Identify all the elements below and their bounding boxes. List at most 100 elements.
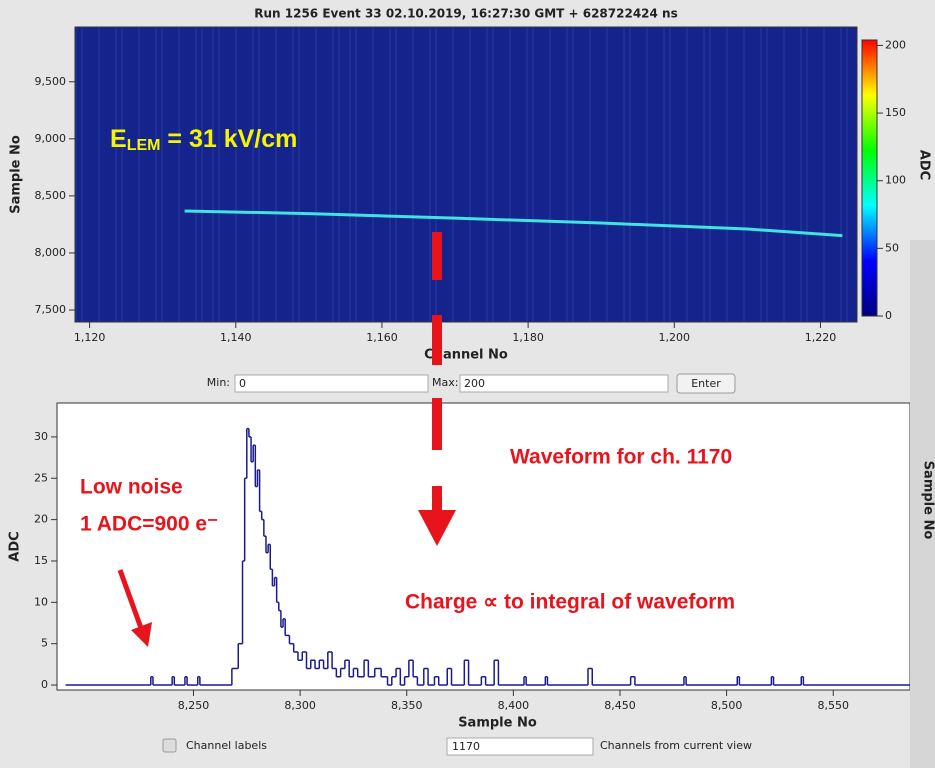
noise-stripe — [686, 27, 688, 322]
noise-stripe — [629, 27, 631, 322]
colorbar-tick-label: 0 — [885, 309, 892, 322]
x-tick-label: 1,200 — [659, 331, 691, 344]
checkbox-label[interactable]: Channel labels — [186, 739, 267, 752]
x-tick-label: 1,160 — [366, 331, 398, 344]
noise-stripe — [783, 27, 785, 322]
y-tick-label: 5 — [41, 637, 48, 650]
x-tick-label: 8,250 — [178, 699, 210, 712]
noise-stripe — [252, 27, 254, 322]
y-tick-label: 0 — [41, 678, 48, 691]
noise-stripe — [218, 27, 220, 322]
noise-stripe — [81, 27, 83, 322]
x-tick-label: 8,300 — [284, 699, 316, 712]
channel-value[interactable]: 1170 — [452, 740, 480, 753]
noise-stripe — [212, 27, 214, 322]
channels-button[interactable]: Channels from current view — [600, 739, 752, 752]
x-tick-label: 1,180 — [512, 331, 544, 344]
noise-stripe — [201, 27, 203, 322]
noise-stripe — [412, 27, 414, 322]
noise-stripe — [235, 27, 237, 322]
noise-stripe — [115, 27, 117, 322]
enter-label[interactable]: Enter — [691, 377, 721, 390]
noise-stripe — [646, 27, 648, 322]
x-tick-label: 1,140 — [220, 331, 252, 344]
noise-stripe — [355, 27, 357, 322]
noise-stripe — [121, 27, 123, 322]
colorbar-tick-label: 100 — [885, 174, 906, 187]
noise-stripe — [726, 27, 728, 322]
y-tick-label: 25 — [34, 471, 48, 484]
field-symbol: E — [110, 125, 127, 153]
noise-stripe — [766, 27, 768, 322]
noise-stripe — [292, 27, 294, 322]
noise-stripe — [823, 27, 825, 322]
x-axis-label: Sample No — [458, 716, 537, 731]
noise-stripe — [566, 27, 568, 322]
field-subscript: LEM — [127, 137, 161, 154]
noise-annotation: 1 ADC=900 e⁻ — [80, 513, 218, 536]
waveform-annotation: Waveform for ch. 1170 — [510, 446, 732, 469]
noise-stripe — [663, 27, 665, 322]
y-tick-label: 10 — [34, 595, 48, 608]
x-tick-label: 8,350 — [391, 699, 423, 712]
noise-stripe — [669, 27, 671, 322]
noise-stripe — [429, 27, 431, 322]
noise-stripe — [349, 27, 351, 322]
noise-stripe — [338, 27, 340, 322]
y-tick-label: 8,500 — [35, 189, 67, 202]
screen: Run 1256 Event 33 02.10.2019, 16:27:30 G… — [0, 0, 935, 768]
noise-stripe — [703, 27, 705, 322]
noise-stripe — [623, 27, 625, 322]
min-value[interactable]: 0 — [239, 377, 246, 390]
max-label: Max: — [432, 376, 458, 389]
noise-stripe — [492, 27, 494, 322]
noise-stripe — [589, 27, 591, 322]
colorbar — [862, 40, 877, 316]
noise-stripe — [486, 27, 488, 322]
y-tick-label: 20 — [34, 513, 48, 526]
y-tick-label: 9,000 — [35, 132, 67, 145]
noise-stripe — [258, 27, 260, 322]
noise-stripe — [315, 27, 317, 322]
noise-stripe — [395, 27, 397, 322]
plot-background — [57, 403, 910, 690]
checkbox[interactable] — [163, 739, 176, 752]
noise-stripe — [298, 27, 300, 322]
min-input[interactable] — [235, 375, 428, 392]
noise-stripe — [98, 27, 100, 322]
noise-stripe — [155, 27, 157, 322]
field-text: = 31 kV/cm — [160, 125, 297, 153]
noise-stripe — [138, 27, 140, 322]
noise-stripe — [452, 27, 454, 322]
max-input[interactable] — [460, 375, 668, 392]
side-panel-label: Sample No — [921, 461, 935, 540]
noise-stripe — [509, 27, 511, 322]
y-tick-label: 30 — [34, 430, 48, 443]
heatmap-background — [75, 27, 857, 322]
noise-stripe — [709, 27, 711, 322]
noise-stripe — [372, 27, 374, 322]
y-tick-label: 15 — [34, 554, 48, 567]
x-tick-label: 8,550 — [817, 699, 849, 712]
y-tick-label: 7,500 — [35, 303, 67, 316]
x-tick-label: 8,500 — [711, 699, 743, 712]
x-tick-label: 1,220 — [805, 331, 837, 344]
noise-stripe — [469, 27, 471, 322]
noise-stripe — [743, 27, 745, 322]
noise-stripe — [840, 27, 842, 322]
noise-stripe — [606, 27, 608, 322]
noise-annotation: Low noise — [80, 476, 183, 499]
max-value[interactable]: 200 — [464, 377, 485, 390]
noise-stripe — [800, 27, 802, 322]
noise-stripe — [572, 27, 574, 322]
charge-annotation: Charge ∝ to integral of waveform — [405, 591, 735, 614]
y-axis-label: ADC — [8, 531, 23, 561]
min-label: Min: — [207, 376, 230, 389]
colorbar-tick-label: 200 — [885, 38, 906, 51]
noise-stripe — [178, 27, 180, 322]
noise-stripe — [532, 27, 534, 322]
noise-stripe — [195, 27, 197, 322]
colorbar-tick-label: 150 — [885, 106, 906, 119]
noise-stripe — [332, 27, 334, 322]
chart-title: Run 1256 Event 33 02.10.2019, 16:27:30 G… — [254, 7, 678, 21]
